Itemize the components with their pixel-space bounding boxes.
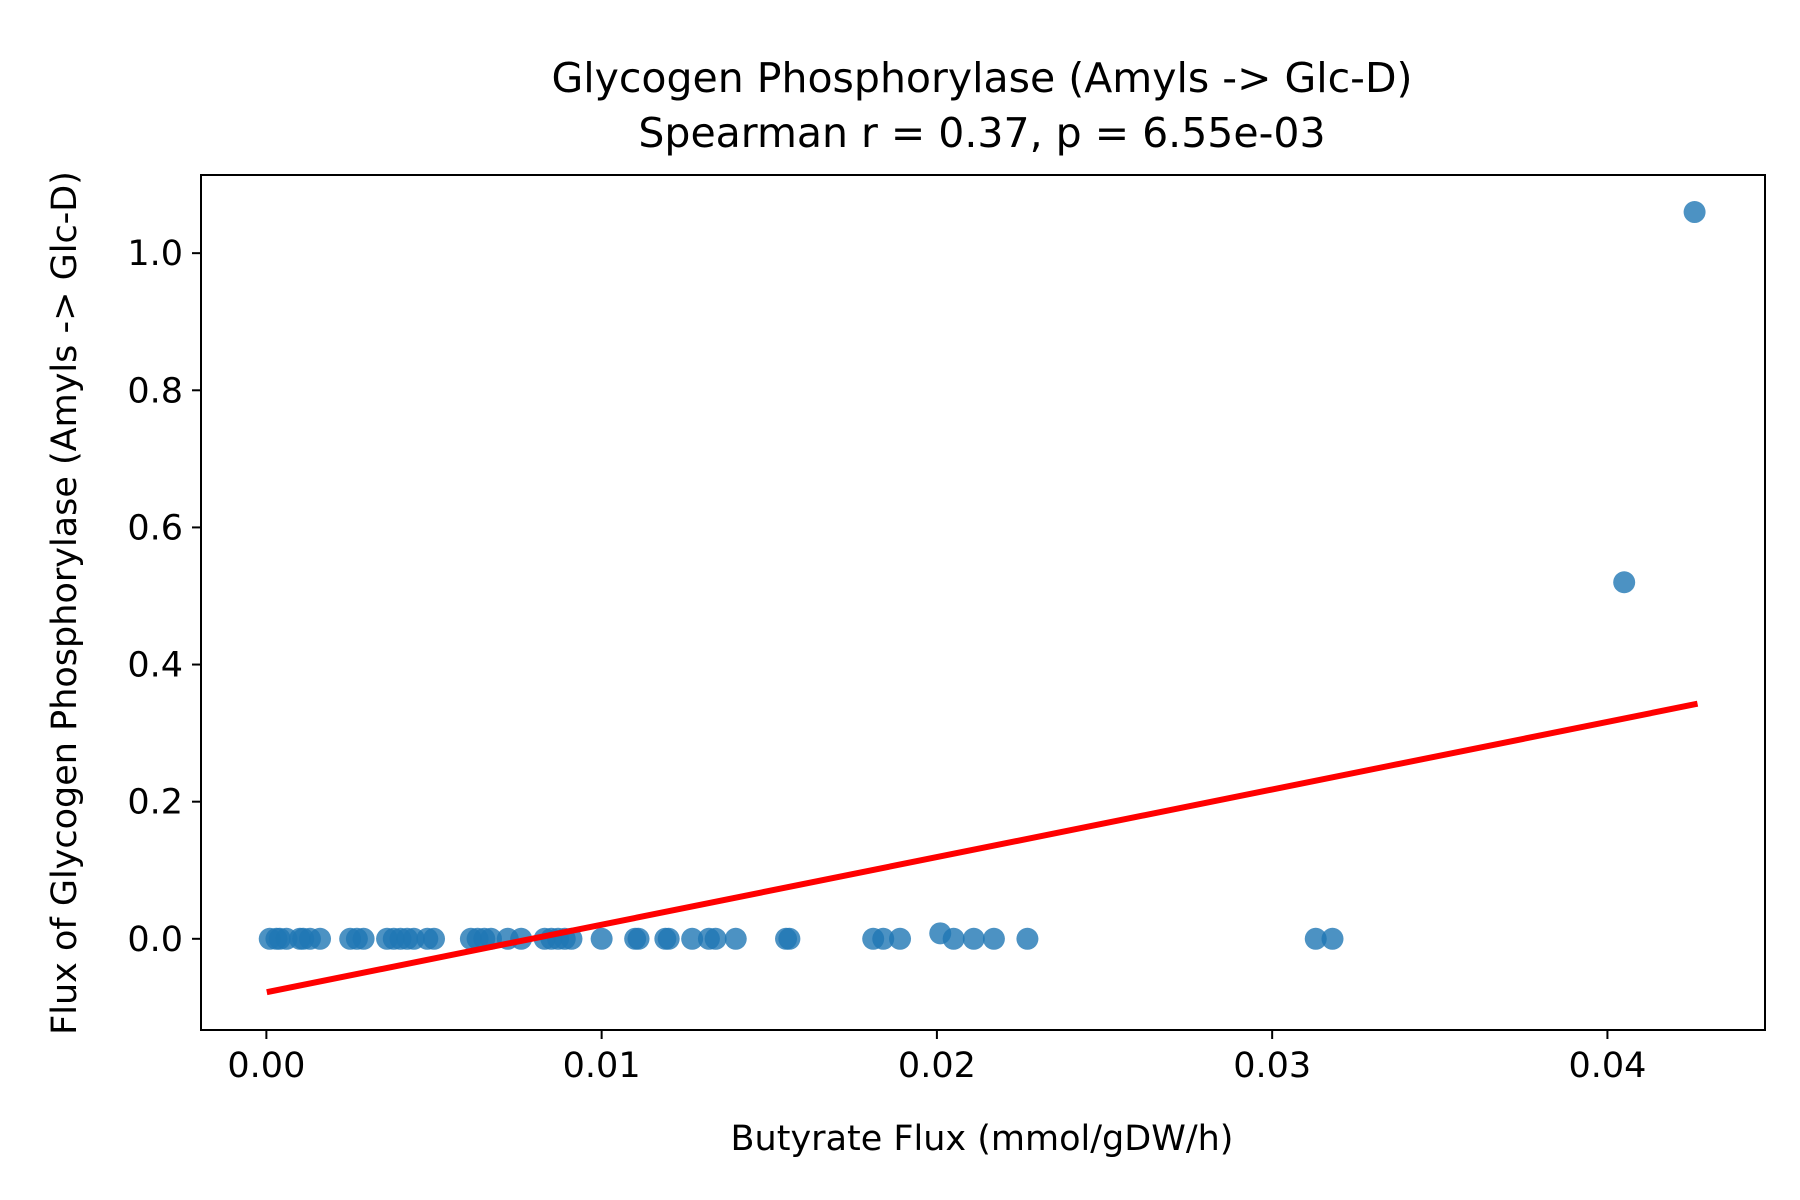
y-tick-label: 1.0 <box>127 234 183 274</box>
data-point <box>704 927 727 950</box>
x-axis: 0.00 0.01 0.02 0.03 0.04 <box>227 1030 1646 1086</box>
data-point <box>1321 927 1344 950</box>
data-point <box>681 927 704 950</box>
data-point <box>778 927 801 950</box>
x-tick-label: 0.01 <box>563 1046 641 1086</box>
data-point <box>942 927 965 950</box>
chart-subtitle: Spearman r = 0.37, p = 6.55e-03 <box>638 109 1325 157</box>
y-tick-label: 0.2 <box>127 783 183 823</box>
x-tick-label: 0.00 <box>227 1046 305 1086</box>
data-point <box>982 927 1005 950</box>
data-point <box>872 927 895 950</box>
data-point <box>423 927 446 950</box>
data-point <box>590 927 613 950</box>
data-point <box>1683 201 1706 224</box>
data-point <box>627 927 650 950</box>
y-tick-label: 0.0 <box>127 920 183 960</box>
chart-title: Glycogen Phosphorylase (Amyls -> Glc-D) <box>551 54 1412 102</box>
y-axis: 0.0 0.2 0.4 0.6 0.8 1.0 <box>127 234 201 960</box>
y-tick-label: 0.8 <box>127 371 183 411</box>
x-tick-label: 0.03 <box>1233 1046 1311 1086</box>
x-tick-label: 0.04 <box>1568 1046 1646 1086</box>
data-point <box>889 927 912 950</box>
regression-line <box>266 700 1699 996</box>
x-tick-label: 0.02 <box>898 1046 976 1086</box>
data-point <box>1016 927 1039 950</box>
y-tick-label: 0.4 <box>127 646 183 686</box>
data-point <box>309 927 332 950</box>
y-tick-label: 0.6 <box>127 508 183 548</box>
data-point <box>1304 927 1327 950</box>
data-point <box>1613 571 1636 594</box>
x-axis-label: Butyrate Flux (mmol/gDW/h) <box>731 1119 1234 1159</box>
data-point <box>657 927 680 950</box>
data-point <box>724 927 747 950</box>
regression-line-group <box>266 700 1699 996</box>
axes-frame <box>200 174 1766 1031</box>
data-point <box>962 927 985 950</box>
y-axis-label: Flux of Glycogen Phosphorylase (Amyls ->… <box>45 171 85 1035</box>
data-point <box>352 927 375 950</box>
